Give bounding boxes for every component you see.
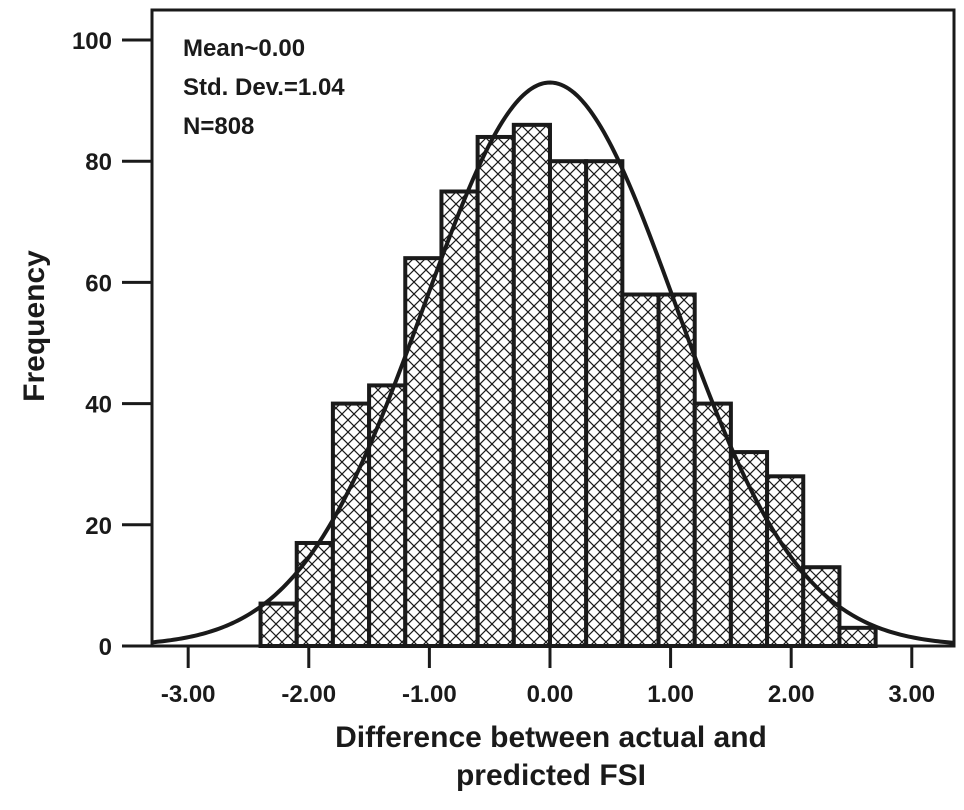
histogram-bars xyxy=(258,122,878,649)
y-tick-label: 20 xyxy=(85,513,112,540)
stats-line: N=808 xyxy=(183,113,254,140)
y-tick-label: 0 xyxy=(99,634,112,661)
x-tick-label: -3.00 xyxy=(161,681,216,708)
x-tick-label: -1.00 xyxy=(402,681,457,708)
histogram-bar xyxy=(728,450,770,648)
histogram-bar xyxy=(765,474,806,648)
histogram-bar xyxy=(439,189,480,648)
x-tick-label: 2.00 xyxy=(768,681,815,708)
histogram-bar xyxy=(258,601,299,649)
histogram-bar xyxy=(837,625,878,649)
stats-line: Mean~0.00 xyxy=(183,35,305,62)
x-tick-label: -2.00 xyxy=(281,681,336,708)
histogram-bar xyxy=(620,292,661,648)
y-tick-label: 80 xyxy=(85,149,112,176)
y-tick-label: 100 xyxy=(72,28,112,55)
histogram-bar xyxy=(367,383,408,648)
histogram-bar xyxy=(330,401,372,648)
x-axis: -3.00 -2.00 -1.00 0.00 1.00 2.00 3.00 xyxy=(161,646,935,708)
histogram-bar xyxy=(511,122,552,648)
x-tick-label: 1.00 xyxy=(647,681,694,708)
histogram-bar xyxy=(692,401,733,648)
y-tick-label: 60 xyxy=(85,270,112,297)
y-axis: 0 20 40 60 80 100 xyxy=(72,28,152,661)
stats-box: Mean~0.00 Std. Dev.=1.04 N=808 xyxy=(183,35,345,140)
x-tick-label: 0.00 xyxy=(527,681,574,708)
histogram-bar xyxy=(547,159,589,648)
x-axis-label-line: predicted FSI xyxy=(456,759,646,792)
plot-frame xyxy=(150,8,956,648)
normal-curve xyxy=(151,80,955,645)
histogram-bar xyxy=(584,159,625,648)
histogram-bar xyxy=(475,134,516,649)
y-axis-label: Frequency xyxy=(18,250,51,402)
histogram-bar xyxy=(294,540,335,648)
x-tick-label: 3.00 xyxy=(888,681,935,708)
x-axis-label-line: Difference between actual and xyxy=(335,721,767,754)
histogram-bar xyxy=(403,256,444,648)
stats-line: Std. Dev.=1.04 xyxy=(183,74,345,101)
y-tick-label: 40 xyxy=(85,392,112,419)
x-axis-label: Difference between actual and predicted F… xyxy=(335,721,767,792)
